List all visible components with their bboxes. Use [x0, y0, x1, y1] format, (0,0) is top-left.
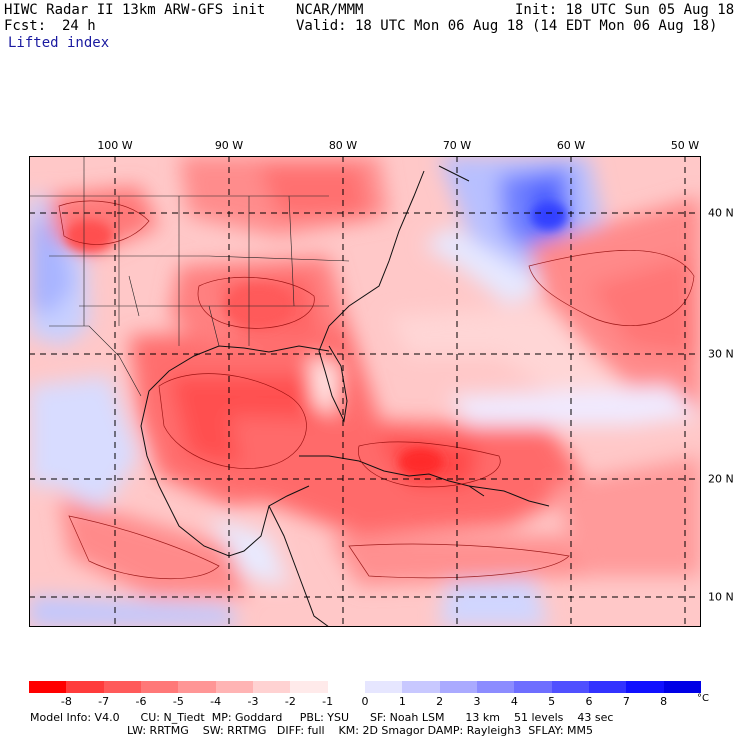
colorbar-tick-label: -8 [60, 695, 72, 708]
colorbar-swatch [140, 681, 179, 693]
colorbar-swatch [290, 681, 328, 693]
forecast-hours: 24 h [62, 18, 96, 34]
init-time: Init: 18 UTC Sun 05 Aug 18 [515, 2, 735, 18]
colorbar-tick-label: -7 [98, 695, 110, 708]
coastlines [140, 165, 550, 627]
colorbar-tick-label: -1 [322, 695, 334, 708]
colorbar-swatch [66, 681, 104, 693]
colorbar-tick-label: 4 [510, 695, 518, 708]
colorbar-tick-label: -3 [247, 695, 259, 708]
colorbar-swatch [514, 681, 552, 693]
colorbar-swatch [663, 681, 701, 693]
lon-label: 50 W [670, 139, 700, 152]
organization: NCAR/MMM [296, 2, 364, 18]
field-name: Lifted index [8, 35, 110, 51]
valid-time: Valid: 18 UTC Mon 06 Aug 18 (14 EDT Mon … [296, 18, 718, 34]
colorbar-tick-label: -4 [210, 695, 222, 708]
colorbar-tick-label: 5 [548, 695, 556, 708]
map-title: HIWC Radar II 13km ARW-GFS init [4, 2, 266, 18]
colorbar-swatch [551, 681, 589, 693]
colorbar-tick-label: 2 [436, 695, 444, 708]
colorbar-swatch [252, 681, 291, 693]
lon-label: 80 W [328, 139, 358, 152]
state-boundaries [29, 156, 350, 397]
model-info-line1: Model Info: V4.0 CU: N_Tiedt MP: Goddard… [30, 711, 614, 724]
colorbar-tick-label: -2 [284, 695, 296, 708]
colorbar-swatch [364, 681, 403, 693]
colorbar-unit: °C [697, 693, 709, 704]
lon-label: 90 W [214, 139, 244, 152]
model-info-line2: LW: RRTMG SW: RRTMG DIFF: full KM: 2D Sm… [127, 724, 593, 737]
lon-label: 100 W [97, 139, 133, 152]
colorbar-tick-label: -6 [135, 695, 147, 708]
colorbar-tick-label: 8 [660, 695, 668, 708]
colorbar-tick-label: 3 [473, 695, 481, 708]
colorbar-tick-label: 1 [398, 695, 406, 708]
colorbar-swatch [439, 681, 477, 693]
graticule [29, 156, 701, 627]
colorbar-swatch [476, 681, 515, 693]
colorbar-swatch [626, 681, 664, 693]
lat-label: 40 N [708, 206, 734, 220]
lat-label: 20 N [708, 472, 734, 486]
colorbar-swatch [178, 681, 216, 693]
lifted-index-map [29, 156, 701, 627]
colorbar-tick-label: 7 [622, 695, 630, 708]
lat-label: 30 N [708, 347, 734, 361]
map-frame [29, 156, 701, 627]
colorbar-swatch [29, 681, 67, 693]
colorbar-swatch [402, 681, 440, 693]
colorbar-swatch [103, 681, 141, 693]
forecast-label: Fcst: [4, 18, 47, 34]
lon-label: 70 W [442, 139, 472, 152]
colorbar-tick-label: -5 [172, 695, 184, 708]
lon-label: 60 W [556, 139, 586, 152]
shaded-field [29, 156, 701, 627]
lat-label: 10 N [708, 590, 734, 604]
colorbar-tick-label: 0 [361, 695, 369, 708]
colorbar-tick-label: 6 [585, 695, 593, 708]
colorbar-swatch [327, 681, 365, 693]
colorbar-swatch [588, 681, 627, 693]
colorbar-swatch [215, 681, 253, 693]
contours [58, 200, 695, 580]
colorbar [29, 681, 701, 693]
